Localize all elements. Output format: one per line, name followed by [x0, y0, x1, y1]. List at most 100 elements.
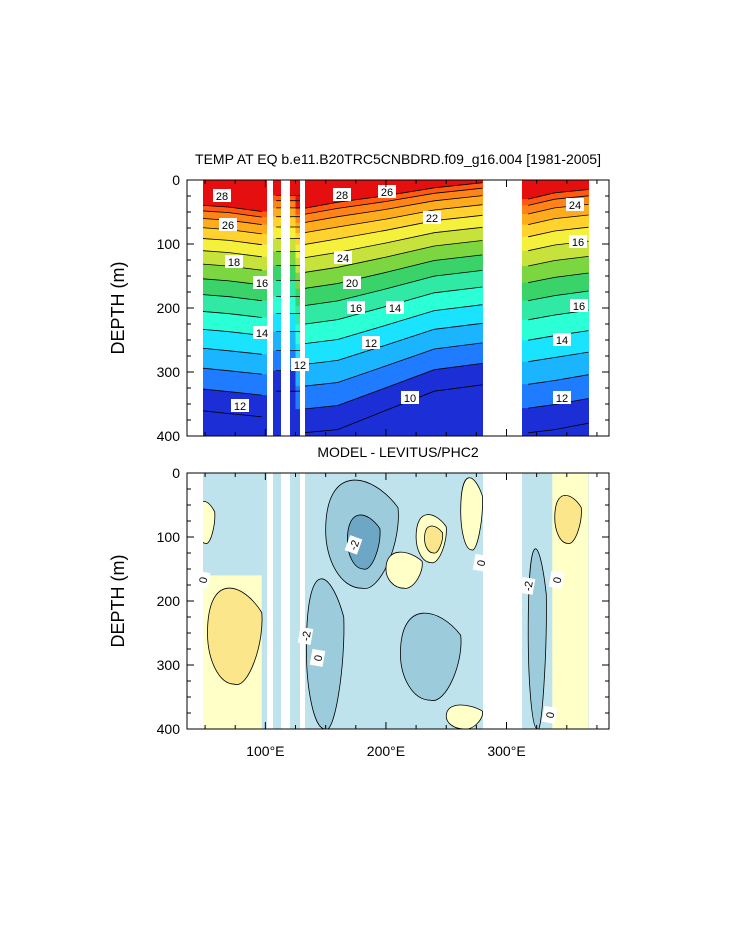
bottom-anomaly-patch	[445, 704, 483, 729]
bottom-panel: MODEL - LEVITUS/PHC2 -2 0 0 -2 0 -2 0 0 0 100 200…	[108, 444, 610, 759]
bottom-contour-label: -2	[297, 626, 314, 645]
bottom-y-tick-label: 300	[157, 657, 181, 673]
top-contour-label: 16	[569, 235, 587, 249]
top-isotherm	[203, 237, 262, 246]
svg-text:10: 10	[404, 393, 416, 405]
top-isotherm	[203, 250, 262, 258]
svg-text:14: 14	[389, 303, 401, 315]
top-isotherm	[302, 363, 483, 410]
top-isotherm	[203, 328, 262, 336]
svg-text:-2: -2	[348, 539, 363, 552]
top-isotherm	[302, 304, 483, 345]
bottom-contour-label: 0	[541, 705, 558, 724]
svg-text:26: 26	[381, 187, 393, 199]
bottom-contour-label: 0	[194, 570, 211, 589]
top-isotherm	[302, 384, 483, 434]
svg-text:0: 0	[552, 576, 565, 584]
top-y-tick-label: 400	[157, 428, 181, 444]
bottom-anomaly-patch	[460, 477, 483, 551]
top-contour-label: 12	[231, 399, 249, 413]
top-isotherm	[302, 322, 483, 365]
top-isotherm	[203, 388, 262, 396]
top-contour-label: 24	[334, 251, 352, 265]
bottom-land-gaps	[267, 473, 522, 729]
bottom-anomaly-patch	[554, 494, 582, 544]
top-isotherm	[302, 342, 483, 387]
bottom-contour-label: 0	[548, 570, 565, 589]
top-isotherm	[528, 422, 589, 434]
bottom-y-axis: 0 100 200 300 400	[157, 465, 609, 737]
top-y-tick-label: 200	[157, 300, 181, 316]
top-contour-label: 12	[291, 358, 309, 372]
top-y-tick-label: 100	[157, 236, 181, 252]
top-isotherm	[528, 398, 589, 409]
svg-text:12: 12	[234, 401, 246, 413]
bottom-contour-label: -2	[344, 535, 363, 555]
top-title: TEMP AT EQ b.e11.B20TRC5CNBDRD.f09_g16.0…	[195, 151, 601, 167]
top-contour-label: 16	[253, 276, 271, 290]
top-contour-label: 24	[566, 198, 584, 212]
bottom-anomaly-patch	[305, 578, 345, 729]
top-contour-label: 12	[362, 336, 380, 350]
svg-text:22: 22	[426, 213, 438, 225]
bottom-y-tick-label: 0	[172, 465, 180, 481]
top-contour-labels: 28 26 18 16 14 12 28 26 22 24 20 16 14 12 12 10 16 24 16 14…	[213, 185, 588, 413]
svg-text:12: 12	[556, 393, 568, 405]
top-isotherm	[203, 410, 262, 418]
svg-text:28: 28	[336, 190, 348, 202]
top-contour-label: 18	[225, 255, 243, 269]
bottom-contour-label: -2	[519, 576, 536, 595]
bottom-anomaly-patch	[346, 514, 381, 570]
top-isotherm	[302, 187, 483, 215]
top-isotherm	[302, 286, 483, 325]
top-isotherm	[203, 347, 262, 355]
bottom-x-tick-label: 200°E	[367, 743, 405, 759]
svg-text:26: 26	[222, 220, 234, 232]
bottom-x-axis: 100°E 200°E 300°E	[204, 473, 598, 759]
svg-text:14: 14	[256, 328, 268, 340]
svg-text:24: 24	[569, 200, 581, 212]
svg-text:14: 14	[556, 335, 568, 347]
bottom-y-tick-label: 400	[157, 721, 181, 737]
top-contour-label: 28	[333, 188, 351, 202]
svg-text:-2: -2	[300, 630, 314, 642]
bottom-y-tick-label: 200	[157, 593, 181, 609]
bottom-contour-label: 0	[472, 553, 488, 572]
top-contour-label: 16	[347, 301, 365, 315]
svg-text:24: 24	[337, 253, 349, 265]
svg-text:0: 0	[545, 711, 558, 719]
top-isotherm	[528, 290, 589, 301]
top-contour-label: 14	[386, 301, 404, 315]
top-isotherm	[528, 214, 589, 225]
top-isotherm	[302, 270, 483, 307]
bottom-anomaly-patch	[424, 525, 444, 554]
top-isotherm	[528, 351, 589, 363]
top-isotherm	[203, 367, 262, 375]
bottom-contour-label: 0	[309, 648, 325, 667]
bottom-anomaly-patches	[203, 473, 589, 729]
bottom-y-tick-label: 100	[157, 529, 181, 545]
svg-text:-2: -2	[522, 580, 536, 592]
bottom-anomaly-patch	[207, 587, 263, 685]
top-contour-label: 26	[378, 185, 396, 199]
svg-text:0: 0	[198, 576, 211, 584]
top-y-axis: 0 100 200 300 400	[157, 172, 609, 444]
top-contour-label: 26	[219, 218, 237, 232]
top-isotherm	[203, 204, 262, 212]
top-isotherm	[302, 240, 483, 274]
top-isotherm	[302, 214, 483, 246]
top-y-axis-label: DEPTH (m)	[108, 262, 128, 355]
top-isotherm	[302, 226, 483, 259]
top-land-gaps	[267, 180, 522, 436]
svg-text:28: 28	[216, 191, 228, 203]
top-panel: TEMP AT EQ b.e11.B20TRC5CNBDRD.f09_g16.0…	[108, 151, 610, 444]
top-isotherm	[528, 256, 589, 267]
bottom-y-axis-label: DEPTH (m)	[108, 555, 128, 648]
bottom-x-tick-label: 100°E	[246, 743, 284, 759]
top-contour-label: 22	[423, 211, 441, 225]
bottom-anomaly-patch	[400, 612, 462, 701]
svg-text:18: 18	[228, 257, 240, 269]
svg-text:12: 12	[294, 360, 306, 372]
top-isotherm	[528, 272, 589, 283]
